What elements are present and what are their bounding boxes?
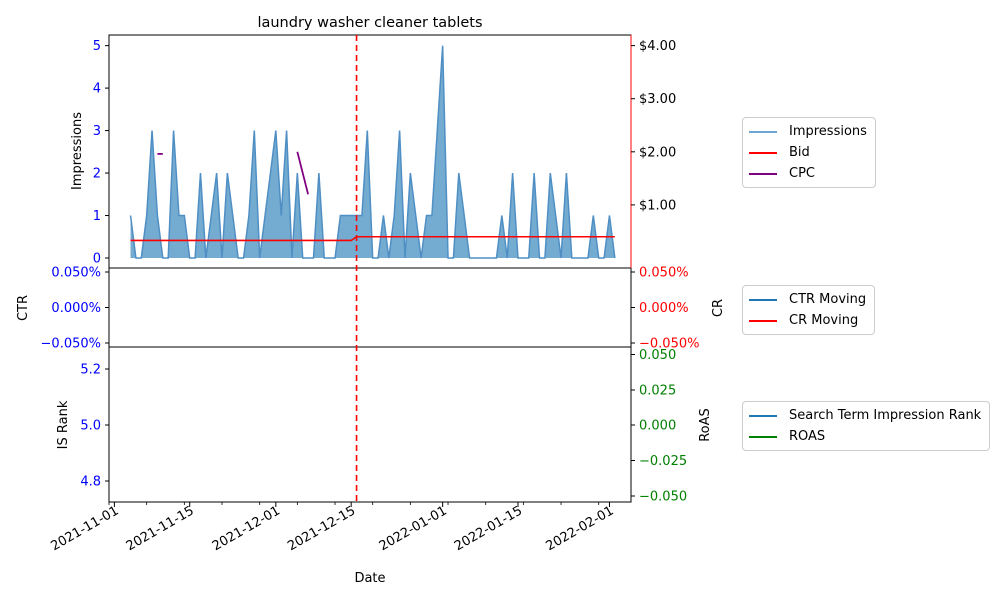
date-tick-label: 2021-11-01 (48, 503, 121, 554)
is-rank-tick-label: 5.2 (80, 363, 101, 378)
impressions-swatch (749, 130, 777, 133)
rank-panel-frame (108, 346, 632, 503)
bid-swatch (749, 151, 777, 154)
ctr-tick-label: 0.050% (51, 266, 101, 281)
impressions-line (129, 45, 616, 259)
legend-entry-cr-moving: CR Moving (749, 310, 866, 331)
cr-axis-label: CR (711, 299, 726, 317)
bid-tick-label: $4.00 (639, 39, 676, 54)
bid-tick-label: $3.00 (639, 92, 676, 107)
date-tick-label: 2022-01-15 (452, 503, 525, 554)
bid-tick-label: $1.00 (639, 198, 676, 213)
legend-entry-ctr-moving: CTR Moving (749, 289, 866, 310)
legend-entry-search-term-rank: Search Term Impression Rank (749, 405, 981, 426)
roas-tick-label: −0.050 (639, 490, 687, 505)
rank-swatch (749, 414, 777, 417)
date-tick-label: 2022-01-01 (377, 503, 450, 554)
bid-line (130, 235, 615, 242)
legend-label: CTR Moving (789, 292, 867, 307)
date-tick-label: 2022-02-01 (544, 503, 617, 554)
impressions-legend: Impressions Bid CPC (742, 117, 876, 188)
impressions-tick-label: 3 (93, 124, 101, 139)
impressions-tick-label: 5 (93, 39, 101, 54)
ctr-tick-label: −0.050% (41, 337, 101, 352)
ctr-axis-label: CTR (16, 295, 31, 321)
ctr-tick-label: 0.000% (51, 301, 101, 316)
impressions-tick-label: 4 (93, 82, 101, 97)
roas-axis-label: RoAS (698, 408, 713, 442)
chart-title: laundry washer cleaner tablets (257, 15, 482, 31)
impressions-axis-label: Impressions (70, 112, 85, 190)
roas-tick-label: 0.025 (639, 384, 676, 399)
cpc-segment-1 (296, 151, 309, 195)
roas-tick-label: −0.025 (639, 454, 687, 469)
legend-label: ROAS (789, 429, 826, 444)
cpc-swatch (749, 172, 777, 175)
legend-entry-cpc: CPC (749, 163, 867, 184)
date-tick-label: 2021-12-15 (285, 503, 358, 554)
cr-tick-label: 0.000% (639, 301, 689, 316)
legend-entry-bid: Bid (749, 142, 867, 163)
date-tick-label: 2021-12-01 (210, 503, 283, 554)
roas-swatch (749, 435, 777, 438)
cr-swatch (749, 319, 777, 322)
ctr-legend: CTR Moving CR Moving (742, 285, 876, 335)
legend-entry-impressions: Impressions (749, 121, 867, 142)
legend-label: Search Term Impression Rank (789, 408, 982, 423)
legend-label: CR Moving (789, 313, 859, 328)
roas-tick-label: 0.000 (639, 419, 676, 434)
legend-label: Bid (789, 145, 810, 160)
cr-tick-label: 0.050% (639, 266, 689, 281)
impressions-tick-label: 0 (93, 252, 101, 267)
cr-tick-label: −0.050% (639, 337, 699, 352)
legend-entry-roas: ROAS (749, 426, 981, 447)
date-axis-label: Date (354, 571, 385, 586)
date-tick-label: 2021-11-15 (124, 503, 197, 554)
impressions-tick-label: 1 (93, 209, 101, 224)
is-rank-axis-label: IS Rank (56, 400, 71, 449)
legend-label: Impressions (789, 124, 867, 139)
ctr-swatch (749, 298, 777, 301)
is-rank-tick-label: 5.0 (80, 419, 101, 434)
roas-tick-label: 0.050 (639, 348, 676, 363)
impressions-area (130, 45, 615, 259)
impressions-tick-label: 2 (93, 167, 101, 182)
rank-legend: Search Term Impression Rank ROAS (742, 401, 991, 451)
legend-label: CPC (789, 166, 815, 181)
is-rank-tick-label: 4.8 (80, 475, 101, 490)
ctr-panel-frame (108, 267, 632, 348)
bid-tick-label: $2.00 (639, 145, 676, 160)
